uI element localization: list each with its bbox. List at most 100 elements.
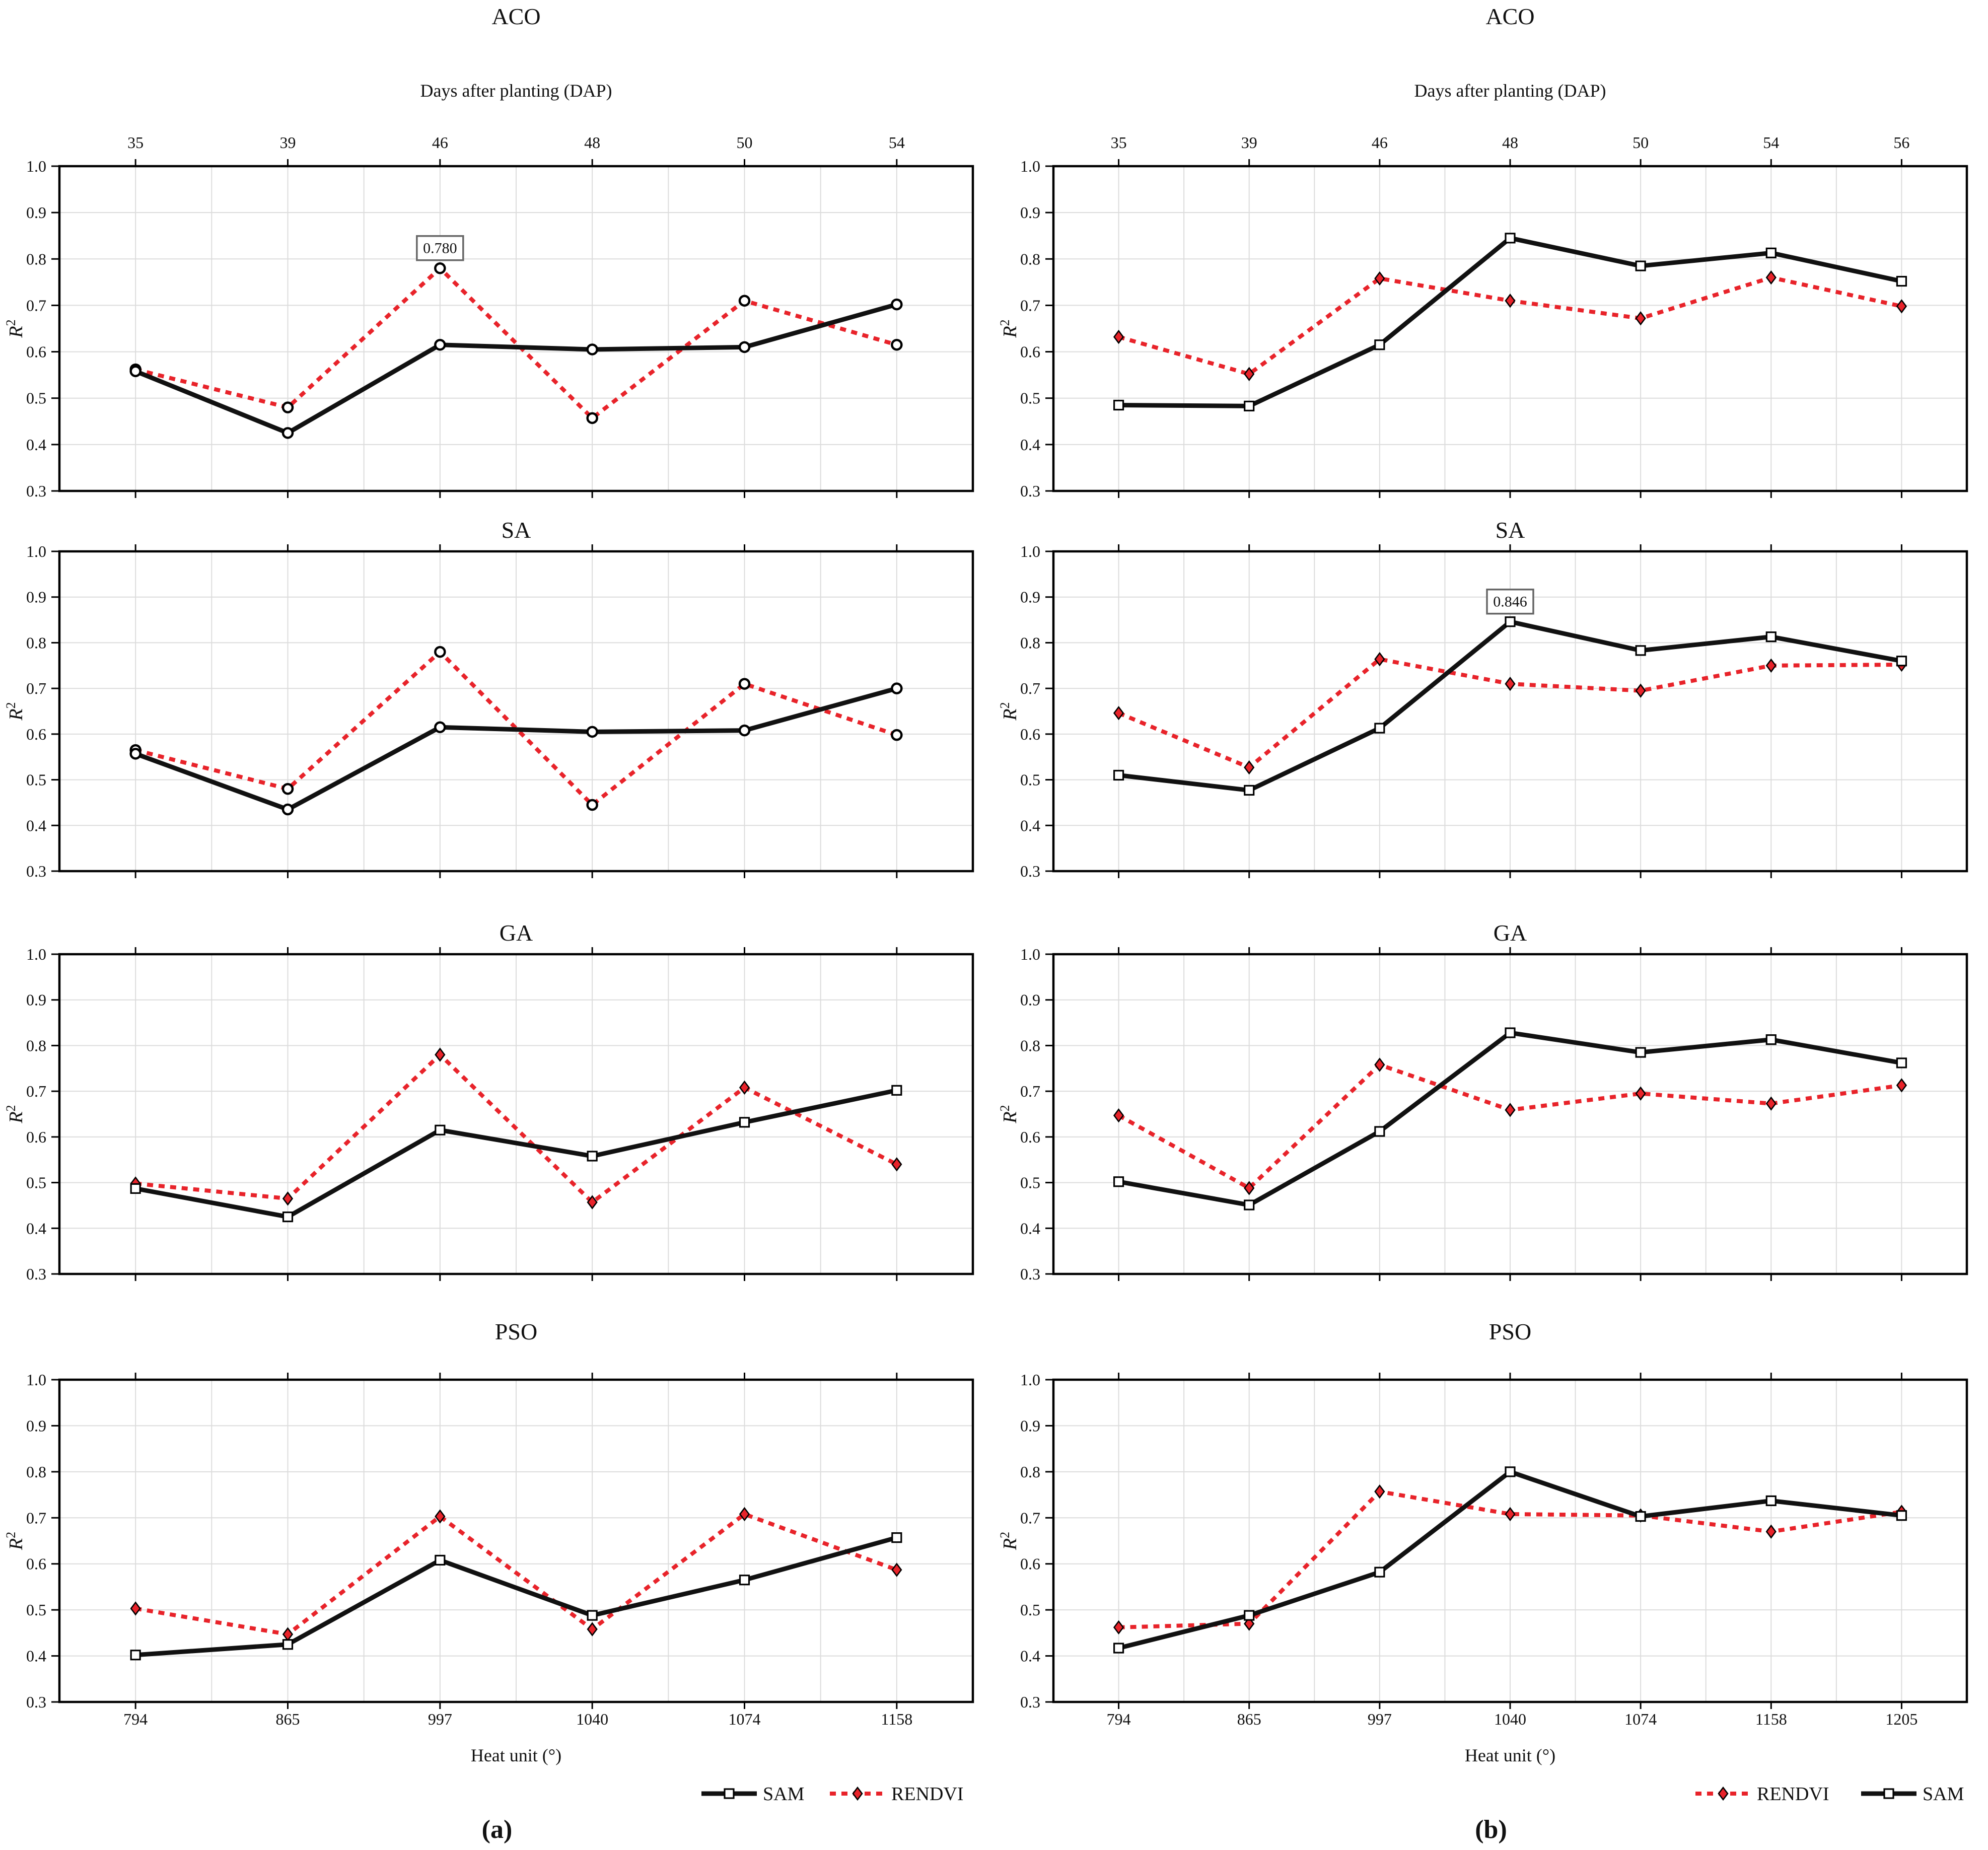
y-axis-label: R2 (998, 319, 1021, 338)
y-tick-label: 0.3 (26, 1265, 46, 1283)
chart-ga-b: GA 1.0 0.9 0.8 0.7 0.6 0.5 0.4 0.3 R2 (994, 911, 1988, 1314)
y-tick-label: 0.5 (26, 1601, 46, 1619)
heat-tick-label: 997 (428, 1710, 452, 1728)
sam-marker (281, 803, 294, 816)
rendvi-marker (891, 1562, 902, 1577)
y-tick-label: 0.5 (1020, 1601, 1040, 1619)
y-axis-label: R2 (4, 1532, 27, 1550)
rendvi-marker (1765, 658, 1777, 673)
y-tick-label: 1.0 (1020, 945, 1040, 963)
sam-marker (1635, 645, 1646, 656)
sam-marker (1505, 1466, 1516, 1477)
heat-tick-label: 865 (1237, 1710, 1261, 1728)
sam-marker (281, 427, 294, 439)
y-tick-label: 0.5 (26, 389, 46, 407)
rendvi-marker (891, 339, 903, 351)
y-tick-label: 0.9 (1020, 203, 1040, 222)
series-rendvi-line (135, 1052, 898, 1205)
heat-tick-label: 1074 (729, 1710, 761, 1728)
rendvi-marker (435, 1047, 446, 1062)
dap-tick-label: 48 (1502, 133, 1518, 152)
annotation-label: 0.846 (1493, 594, 1527, 610)
series-sam-markers (129, 682, 903, 816)
rendvi-marker (1765, 1524, 1777, 1539)
sam-marker (1505, 233, 1516, 244)
rendvi-marker (1896, 1078, 1907, 1093)
y-tick-label: 0.3 (26, 482, 46, 500)
dap-tick-label: 35 (127, 133, 144, 152)
legend-label-rendvi: RENDVI (891, 1784, 964, 1805)
y-tick-label: 0.5 (1020, 771, 1040, 789)
y-tick-label: 0.4 (26, 1647, 46, 1665)
rendvi-marker (1505, 294, 1516, 308)
rendvi-marker (1374, 652, 1385, 667)
rendvi-marker (1113, 1620, 1124, 1635)
dap-tick-label: 46 (432, 133, 448, 152)
chart-svg-aco-b: ACO Days after planting (DAP) 1.0 0.9 0.8 0.7… (998, 4, 1968, 500)
rendvi-marker (1244, 1181, 1255, 1195)
y-axis-label: R2 (4, 319, 27, 338)
y-axis: 1.0 0.9 0.8 0.7 0.6 0.5 0.4 0.3 (1020, 542, 1053, 880)
y-tick-label: 0.9 (1020, 991, 1040, 1009)
legend-label-sam: SAM (763, 1784, 804, 1805)
series-sam-line (134, 302, 898, 436)
y-tick-label: 0.8 (26, 250, 46, 268)
x-axis-ticks (1118, 947, 1902, 1281)
sam-marker (1765, 1034, 1777, 1045)
rendvi-marker (1244, 367, 1255, 381)
chart-svg-pso-b: PSO 1.0 0.9 0.8 0.7 0.6 0.5 0.4 0.3 R2 794 865 997 10… (998, 1319, 1968, 1844)
plot-border (58, 1378, 974, 1703)
rendvi-marker (282, 1191, 294, 1206)
sam-marker (891, 682, 903, 694)
sam-marker (738, 724, 751, 737)
y-axis-label: R2 (4, 1105, 27, 1123)
legend-rendvi-marker (852, 1786, 863, 1801)
sam-marker (1374, 1126, 1385, 1137)
series-sam-line (135, 1535, 898, 1658)
series-rendvi-markers (1113, 270, 1907, 381)
sam-marker (1113, 1176, 1124, 1187)
y-tick-label: 0.5 (1020, 1174, 1040, 1192)
chart-title: PSO (495, 1319, 537, 1344)
y-tick-label: 0.7 (26, 679, 46, 697)
y-tick-label: 0.9 (26, 588, 46, 606)
y-tick-label: 0.8 (26, 1463, 46, 1481)
rendvi-marker (1505, 1103, 1516, 1117)
sam-marker (739, 1117, 750, 1128)
x-axis-ticks (134, 1373, 898, 1709)
figure-column-a: ACO Days after planting (DAP) 1.0 0.9 0.8 0.7… (0, 0, 994, 1844)
gridlines (1053, 166, 1967, 491)
sam-marker (435, 1554, 446, 1566)
top-axis-title: Days after planting (DAP) (420, 81, 612, 101)
sam-marker (1505, 616, 1516, 627)
y-tick-label: 0.8 (1020, 1036, 1040, 1054)
sam-marker (586, 343, 598, 355)
heat-tick-label: 865 (276, 1710, 300, 1728)
series-rendvi-line (135, 1512, 898, 1636)
y-tick-label: 0.4 (1020, 816, 1040, 834)
bottom-axis-title: Heat unit (°) (1465, 1745, 1555, 1765)
chart-aco-a: ACO Days after planting (DAP) 1.0 0.9 0.8 0.7… (0, 0, 994, 509)
chart-svg-ga-b: GA 1.0 0.9 0.8 0.7 0.6 0.5 0.4 0.3 R2 (998, 920, 1968, 1283)
y-axis: 1.0 0.9 0.8 0.7 0.6 0.5 0.4 0.3 (26, 542, 59, 880)
chart-sa-a: SA 1.0 0.9 0.8 0.7 0.6 0.5 0.4 0.3 R2 (0, 509, 994, 911)
y-tick-label: 0.5 (26, 1174, 46, 1192)
rendvi-marker (1113, 1108, 1124, 1123)
chart-svg-sa-a: SA 1.0 0.9 0.8 0.7 0.6 0.5 0.4 0.3 R2 (4, 517, 974, 880)
rendvi-marker (1244, 760, 1255, 775)
plot-border (58, 165, 974, 492)
rendvi-marker (1635, 1086, 1646, 1101)
y-tick-label: 1.0 (26, 1371, 46, 1389)
y-axis-label: R2 (4, 702, 27, 721)
bottom-axis-title: Heat unit (°) (471, 1745, 561, 1765)
y-tick-label: 0.9 (26, 1416, 46, 1435)
x-axis-ticks (134, 544, 898, 878)
y-axis: 1.0 0.9 0.8 0.7 0.6 0.5 0.4 0.3 (26, 1371, 59, 1711)
y-tick-label: 0.7 (1020, 296, 1040, 314)
chart-title: PSO (1489, 1319, 1531, 1344)
y-tick-label: 1.0 (26, 157, 46, 175)
sam-marker (586, 726, 598, 738)
rendvi-marker (1765, 1096, 1777, 1111)
y-tick-label: 0.9 (1020, 588, 1040, 606)
series-sam-markers (130, 1085, 902, 1223)
